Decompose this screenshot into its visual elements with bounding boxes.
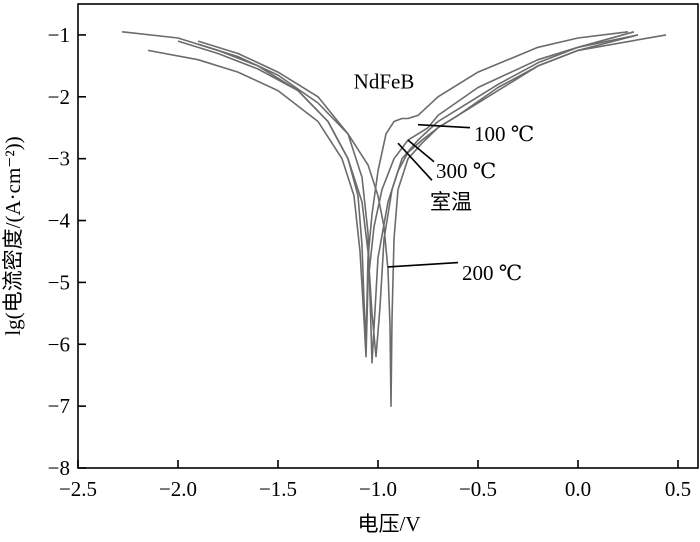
y-axis-title: lg(电流密度/(A·cm⁻²)) <box>1 136 25 335</box>
curve-annotations: NdFeB 100 ℃ 300 ℃ 室温 200 ℃ <box>354 69 535 285</box>
annotation-label: 室温 <box>430 190 472 214</box>
axis-ticks <box>77 34 679 469</box>
polarization-curves <box>121 31 667 407</box>
annotation-label: 100 ℃ <box>474 122 534 146</box>
annotation-leader <box>387 261 459 268</box>
x-tick-label: 0.5 <box>665 477 691 501</box>
x-tick-label: −0.5 <box>459 477 497 501</box>
plot-border <box>77 3 699 469</box>
y-tick-label: −3 <box>48 147 70 171</box>
y-tick-label: −2 <box>48 85 70 109</box>
axis-tick-labels: −2.5 −2.0 −1.5 −1.0 −0.5 0.0 0.5 −1 −2 −3 −4 −5 −6 −7… <box>48 23 691 501</box>
y-tick-label: −1 <box>48 23 70 47</box>
x-tick-label: −1.0 <box>359 477 397 501</box>
series-line-100 <box>177 31 635 358</box>
x-tick-label: −1.5 <box>259 477 297 501</box>
annotation-leader <box>417 123 471 129</box>
x-axis-title: 电压/V <box>358 512 421 536</box>
y-tick-label: −5 <box>48 270 70 294</box>
x-tick-label: −2.5 <box>59 477 97 501</box>
annotation-leader <box>397 142 433 181</box>
series-line-rt <box>147 34 639 358</box>
series-line-200 <box>197 34 639 407</box>
plot-frame <box>77 3 699 469</box>
annotation-label: 300 ℃ <box>436 159 496 183</box>
y-tick-label: −4 <box>48 209 71 233</box>
y-tick-label: −8 <box>48 456 70 480</box>
annotation-leader <box>407 139 435 163</box>
y-tick-label: −6 <box>48 332 70 356</box>
series-line-300 <box>197 34 667 364</box>
annotation-label: 200 ℃ <box>462 261 522 285</box>
annotation-label: NdFeB <box>354 69 415 93</box>
y-tick-label: −7 <box>48 394 70 418</box>
x-tick-label: −2.0 <box>159 477 197 501</box>
x-tick-label: 0.0 <box>565 477 591 501</box>
